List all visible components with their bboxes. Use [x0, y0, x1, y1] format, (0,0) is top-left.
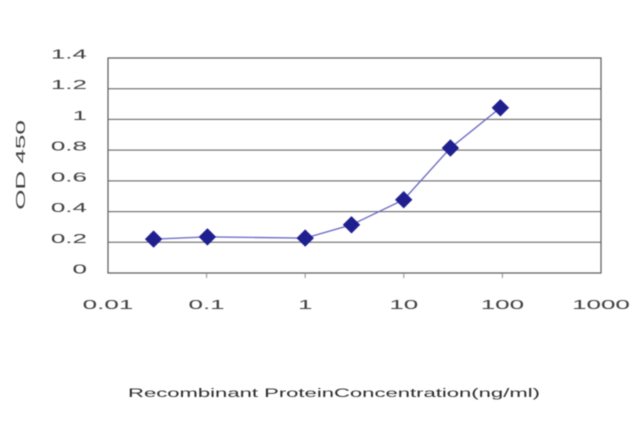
svg-text:Recombinant ProteinConcentrati: Recombinant ProteinConcentration(ng/ml): [128, 386, 540, 400]
svg-text:OD 450: OD 450: [14, 120, 29, 210]
svg-text:1000: 1000: [572, 298, 630, 313]
svg-text:0.1: 0.1: [189, 298, 225, 313]
svg-text:10: 10: [389, 298, 418, 313]
svg-text:1: 1: [73, 109, 87, 124]
svg-text:1: 1: [298, 298, 312, 313]
svg-text:0.4: 0.4: [51, 201, 87, 216]
svg-text:0.8: 0.8: [51, 139, 87, 154]
svg-text:0.6: 0.6: [51, 170, 87, 185]
svg-text:0.01: 0.01: [83, 298, 134, 313]
svg-text:0.2: 0.2: [51, 231, 87, 246]
svg-text:0: 0: [73, 262, 87, 277]
svg-text:1.2: 1.2: [51, 78, 87, 93]
svg-text:100: 100: [481, 298, 524, 313]
svg-text:1.4: 1.4: [51, 47, 87, 62]
